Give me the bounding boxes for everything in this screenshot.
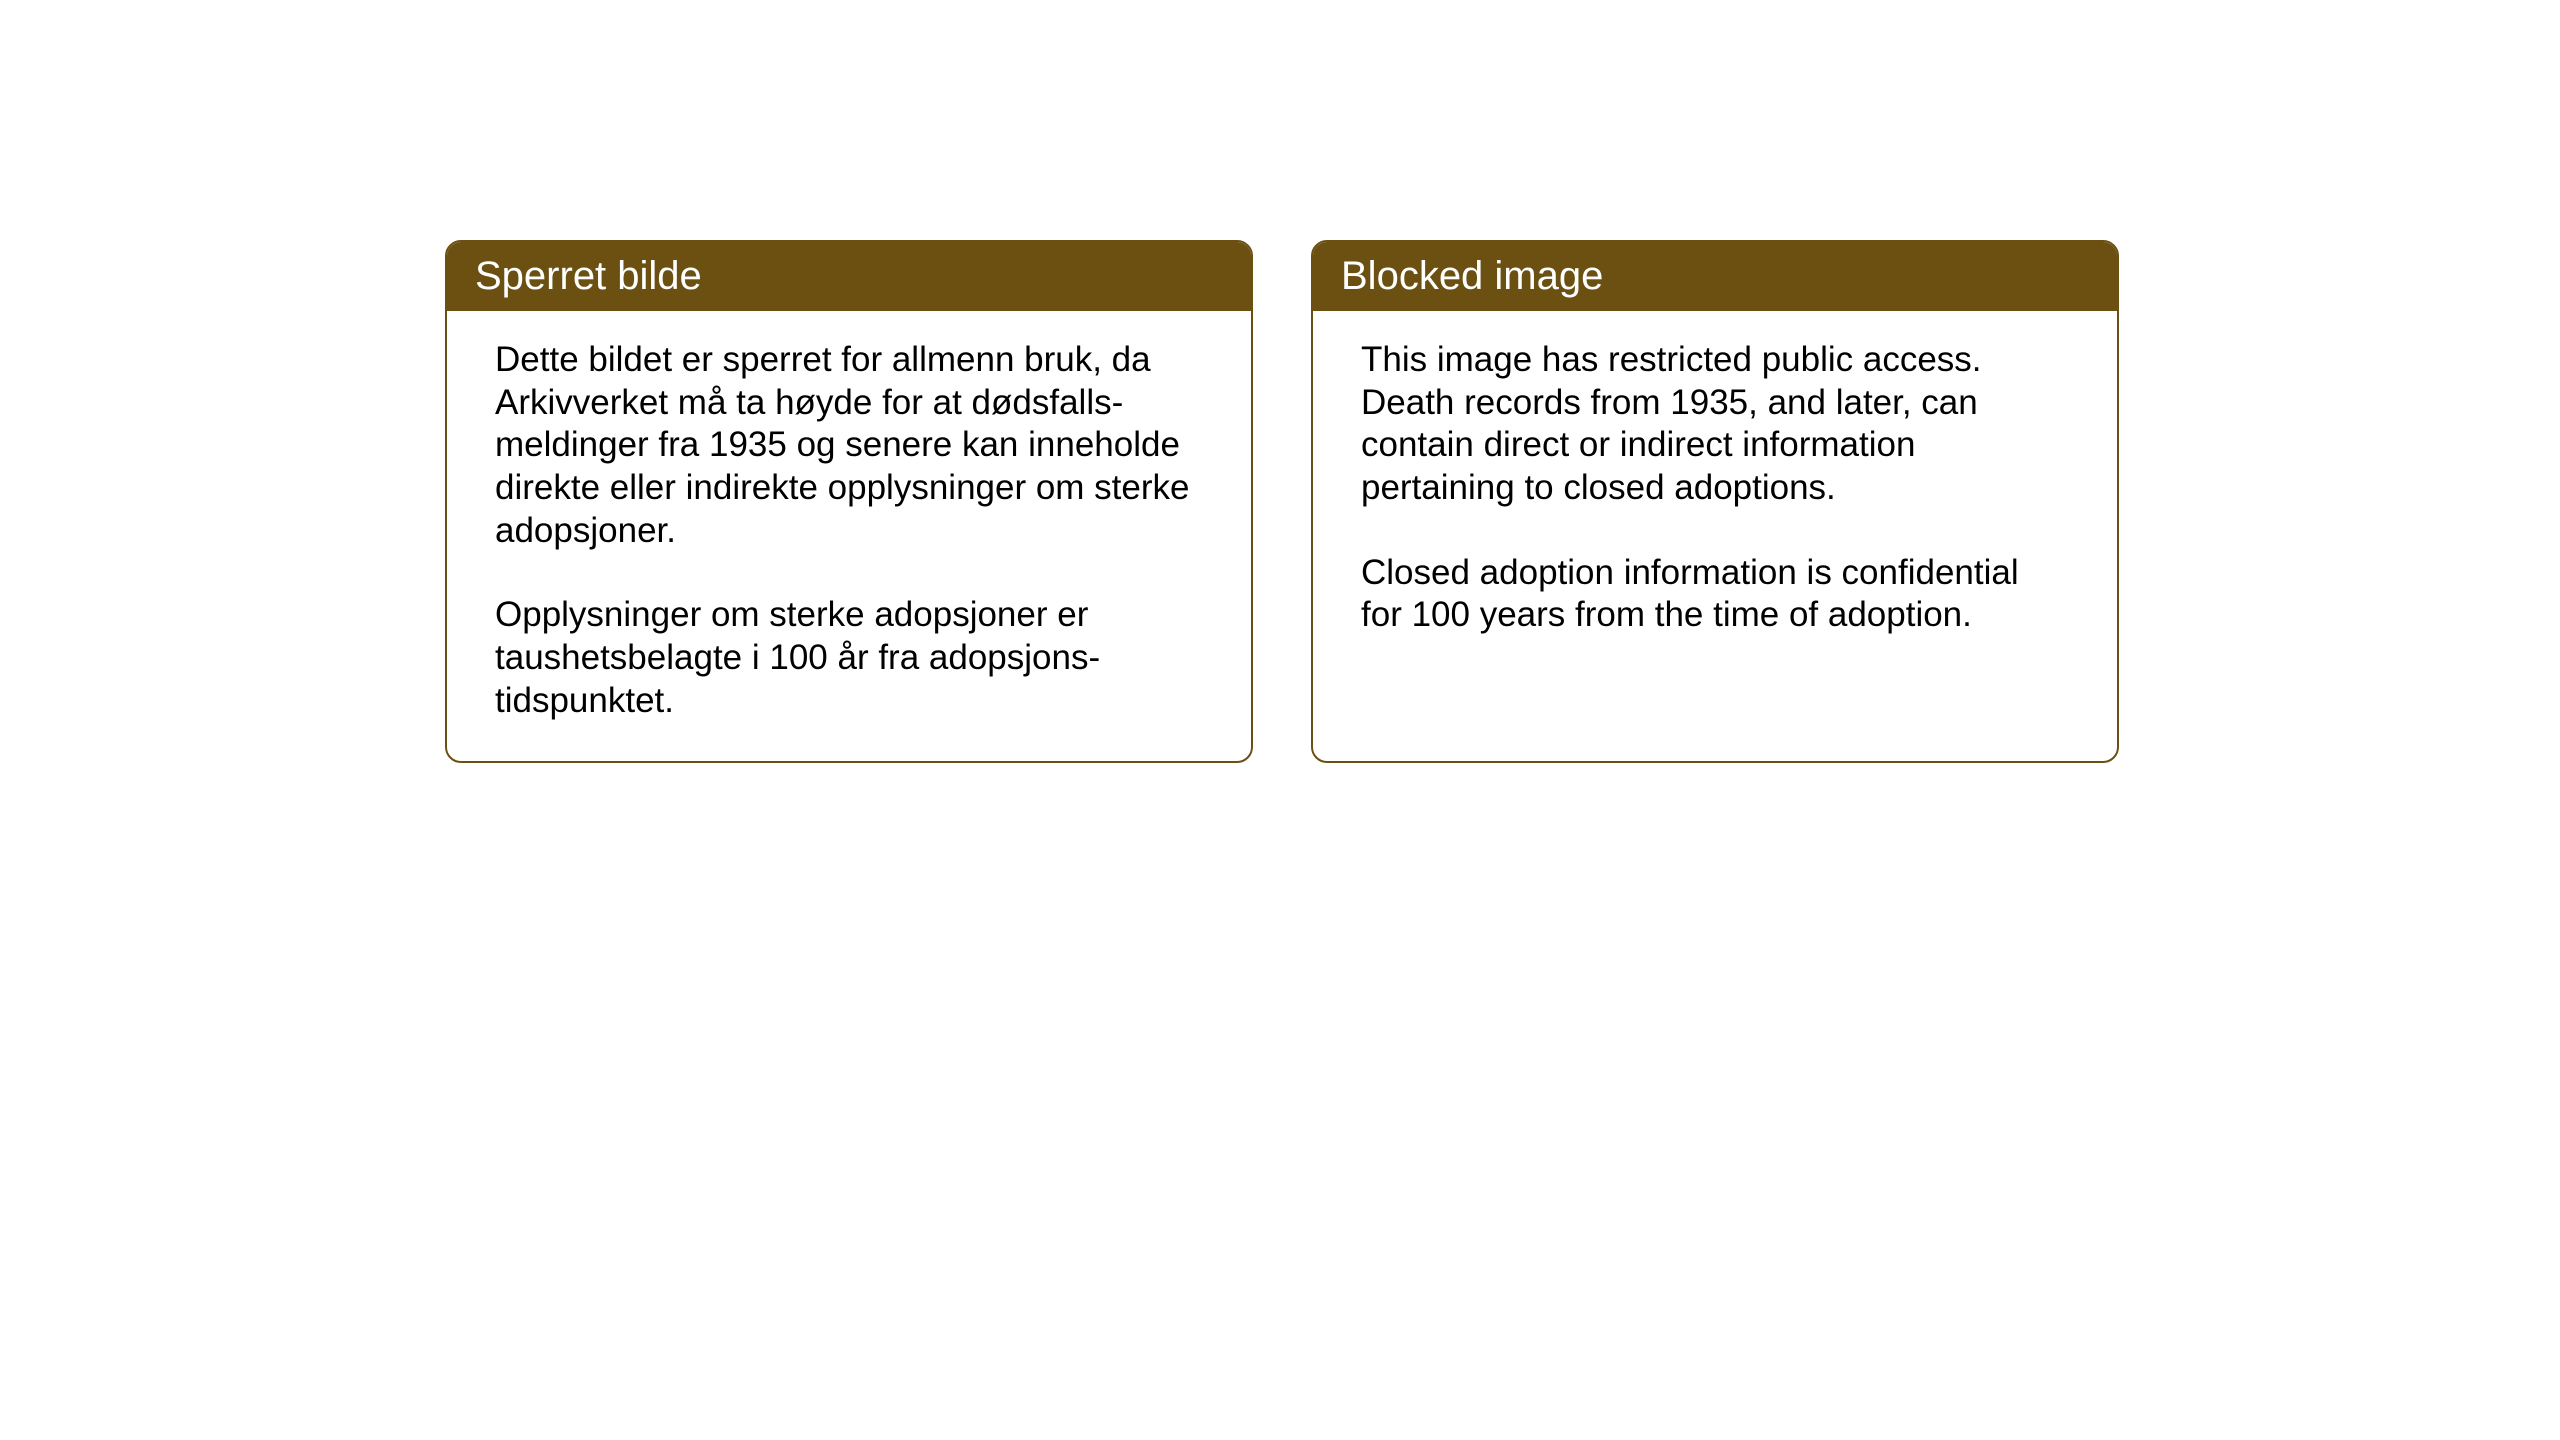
english-paragraph-1: This image has restricted public access.… xyxy=(1361,339,2069,510)
english-paragraph-2: Closed adoption information is confident… xyxy=(1361,552,2069,637)
norwegian-notice-card: Sperret bilde Dette bildet er sperret fo… xyxy=(445,240,1253,763)
norwegian-card-body: Dette bildet er sperret for allmenn bruk… xyxy=(447,311,1251,761)
norwegian-paragraph-2: Opplysninger om sterke adopsjoner er tau… xyxy=(495,594,1203,722)
notice-cards-container: Sperret bilde Dette bildet er sperret fo… xyxy=(445,240,2119,763)
english-card-title: Blocked image xyxy=(1313,242,2117,311)
english-card-body: This image has restricted public access.… xyxy=(1313,311,2117,675)
norwegian-card-title: Sperret bilde xyxy=(447,242,1251,311)
norwegian-paragraph-1: Dette bildet er sperret for allmenn bruk… xyxy=(495,339,1203,552)
english-notice-card: Blocked image This image has restricted … xyxy=(1311,240,2119,763)
